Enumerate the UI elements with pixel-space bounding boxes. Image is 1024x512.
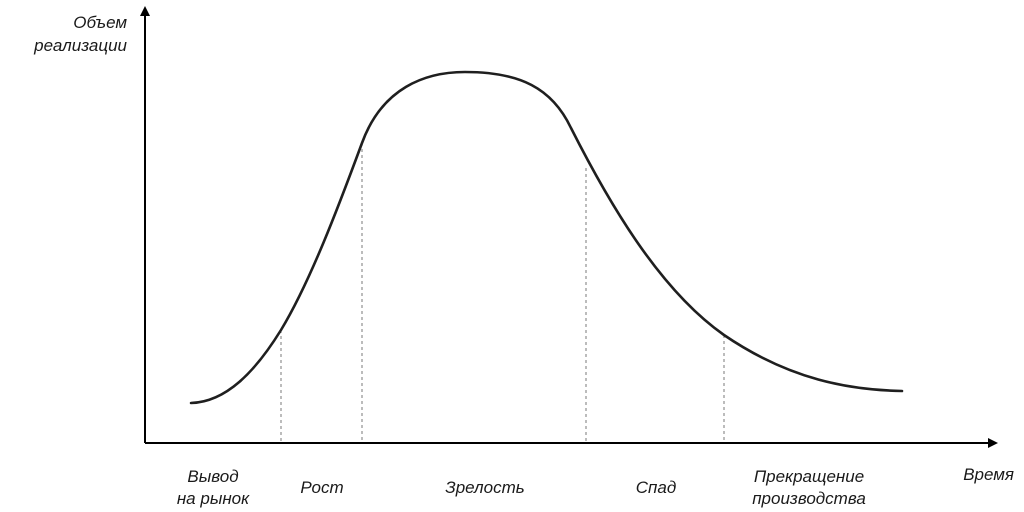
stage-label-withdrawal-line2: производства bbox=[752, 489, 866, 508]
y-axis-label-line2: реализации bbox=[33, 36, 127, 55]
y-axis-label-line1: Объем bbox=[73, 13, 127, 32]
lifecycle-curve bbox=[189, 70, 904, 405]
stage-label-intro-line2: на рынок bbox=[177, 489, 250, 508]
stage-label-maturity: Зрелость bbox=[445, 478, 524, 497]
stage-label-decline: Спад bbox=[636, 478, 676, 497]
x-axis-label: Время bbox=[963, 465, 1014, 484]
stage-label-intro-line1: Вывод bbox=[187, 467, 238, 486]
stage-label-withdrawal-line1: Прекращение bbox=[754, 467, 864, 486]
stage-label-growth: Рост bbox=[300, 478, 343, 497]
